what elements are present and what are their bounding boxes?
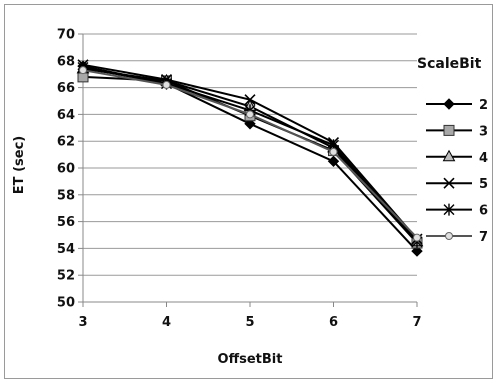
legend-item-2: 2 xyxy=(426,98,488,113)
point-s7-x5 xyxy=(246,110,254,119)
y-tick-label-62: 62 xyxy=(57,135,75,150)
series-line-2 xyxy=(82,65,418,252)
x-tick-label-4: 4 xyxy=(162,315,171,330)
legend-label-3: 3 xyxy=(479,124,488,139)
y-tick-label-66: 66 xyxy=(57,81,75,96)
legend-marker-2 xyxy=(443,98,455,110)
legend-label-2: 2 xyxy=(479,98,488,113)
legend-marker-6 xyxy=(443,203,455,216)
axes xyxy=(78,33,418,307)
y-tick-label-56: 56 xyxy=(57,215,75,230)
point-s7-x6 xyxy=(329,147,338,156)
gridlines xyxy=(83,33,417,303)
legend-items: 2 3 4 5 6 7 xyxy=(426,98,488,245)
legend-title: ScaleBit xyxy=(417,56,482,72)
legend-marker-7 xyxy=(445,232,453,240)
series-layer xyxy=(76,59,424,257)
point-s2-x6 xyxy=(327,155,340,168)
y-tick-label-58: 58 xyxy=(57,188,75,203)
legend-item-5: 5 xyxy=(426,177,488,192)
legend-marker-4 xyxy=(442,149,456,162)
series-line-7 xyxy=(82,69,418,239)
y-tick-label-60: 60 xyxy=(57,162,75,177)
legend-marker-3 xyxy=(443,124,455,136)
legend-item-3: 3 xyxy=(426,124,488,139)
legend-label-6: 6 xyxy=(479,204,488,219)
x-tick-label-5: 5 xyxy=(245,315,254,330)
point-s5-x5 xyxy=(244,94,256,106)
x-axis-title: OffsetBit xyxy=(218,352,283,367)
y-tick-label-52: 52 xyxy=(57,269,75,284)
x-tick-label-6: 6 xyxy=(329,315,338,330)
point-s7-x3 xyxy=(79,66,87,75)
point-s7-x7 xyxy=(413,233,421,242)
series-line-6 xyxy=(82,66,418,243)
legend-item-7: 7 xyxy=(426,230,488,245)
point-s2-x5 xyxy=(244,118,256,130)
legend-item-6: 6 xyxy=(426,203,488,219)
y-tick-label-64: 64 xyxy=(57,108,75,123)
legend-label-7: 7 xyxy=(479,230,488,245)
y-axis-title: ET (sec) xyxy=(12,136,27,194)
point-s2-x7 xyxy=(411,245,423,257)
legend-item-4: 4 xyxy=(426,149,488,166)
point-s7-x4 xyxy=(162,80,171,89)
legend-label-5: 5 xyxy=(479,177,488,192)
x-tick-label-7: 7 xyxy=(412,315,421,330)
y-tick-label-70: 70 xyxy=(57,28,75,43)
y-tick-label-68: 68 xyxy=(57,54,75,69)
legend-marker-5 xyxy=(443,177,455,189)
legend-label-4: 4 xyxy=(479,151,488,166)
x-tick-label-3: 3 xyxy=(78,315,87,330)
chart-frame: 50 52 54 56 58 60 62 64 66 68 70 3 4 5 6 7 OffsetBit ET… xyxy=(4,4,493,379)
series-line-5 xyxy=(82,63,418,240)
legend: ScaleBit 2 3 4 5 6 7 xyxy=(417,56,488,245)
y-tick-label-54: 54 xyxy=(57,242,75,257)
y-tick-label-50: 50 xyxy=(57,296,75,311)
series-line-4 xyxy=(82,67,418,243)
